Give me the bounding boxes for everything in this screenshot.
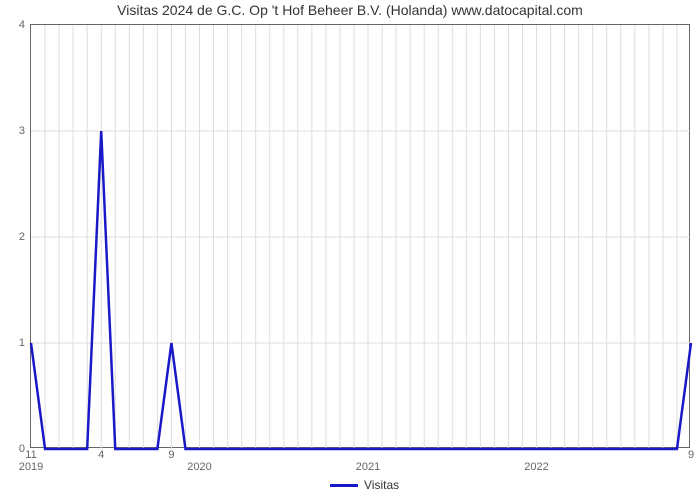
x-year-label: 2020 bbox=[187, 461, 211, 473]
data-line bbox=[31, 131, 691, 449]
legend-label: Visitas bbox=[364, 478, 399, 492]
y-tick-label: 3 bbox=[19, 125, 25, 137]
x-category-label: 9 bbox=[688, 449, 694, 461]
y-tick-label: 4 bbox=[19, 19, 25, 31]
x-year-label: 2022 bbox=[524, 461, 548, 473]
y-tick-label: 1 bbox=[19, 337, 25, 349]
x-year-label: 2021 bbox=[356, 461, 380, 473]
plot-area: 01234114992019202020212022 bbox=[30, 24, 690, 448]
chart-container: Visitas 2024 de G.C. Op 't Hof Beheer B.… bbox=[0, 0, 700, 500]
legend: Visitas bbox=[330, 478, 399, 492]
x-category-label: 11 bbox=[25, 449, 36, 461]
chart-title: Visitas 2024 de G.C. Op 't Hof Beheer B.… bbox=[0, 2, 700, 18]
x-category-label: 4 bbox=[98, 449, 104, 461]
y-tick-label: 0 bbox=[19, 443, 25, 455]
legend-swatch bbox=[330, 484, 358, 487]
y-tick-label: 2 bbox=[19, 231, 25, 243]
x-year-label: 2019 bbox=[19, 461, 43, 473]
plot-svg bbox=[31, 25, 691, 449]
x-category-label: 9 bbox=[168, 449, 174, 461]
